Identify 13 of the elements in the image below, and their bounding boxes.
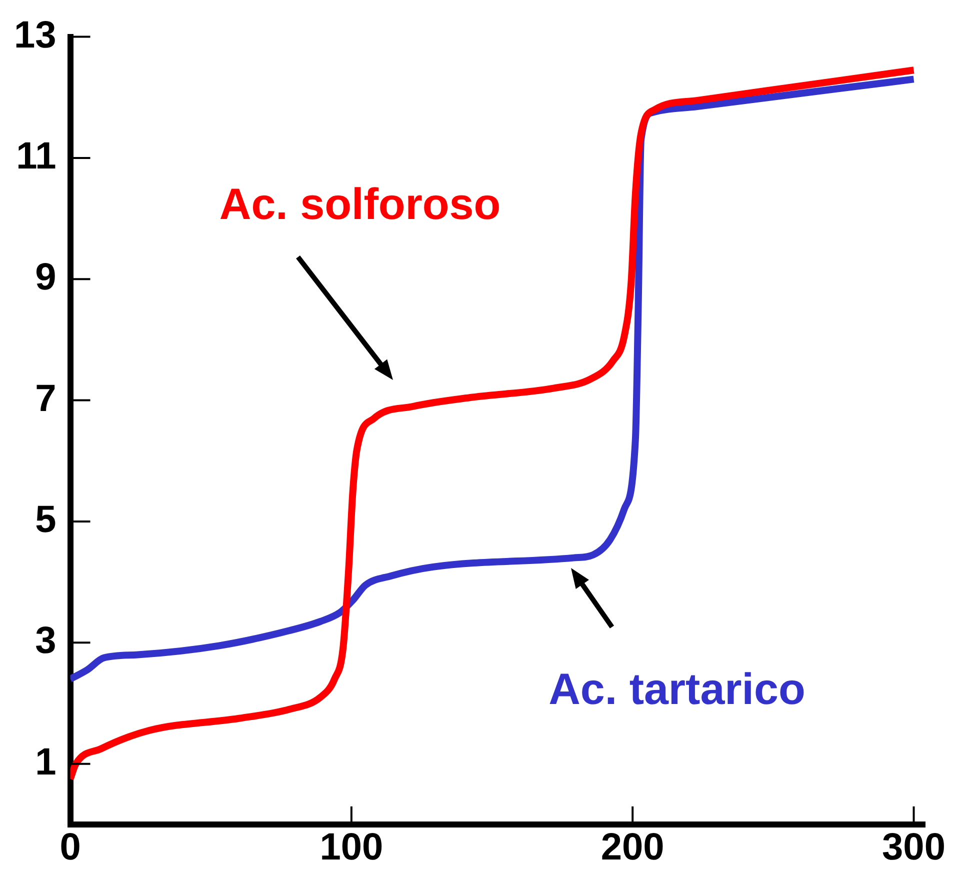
y-tick-label: 13 (14, 14, 56, 56)
text: Ac. tartarico (548, 665, 806, 715)
y-tick-label: 7 (35, 378, 56, 420)
x-tick-label: 0 (60, 826, 81, 869)
y-tick-label: 3 (35, 620, 56, 662)
text: Ac. solforoso (219, 180, 501, 230)
x-tick-label: 100 (320, 826, 384, 869)
x-tick-label: 200 (600, 826, 664, 869)
y-tick-label: 11 (16, 135, 56, 178)
y-tick-label: 5 (35, 498, 56, 541)
y-tick-label: 9 (35, 256, 56, 299)
y-tick-label: 1 (35, 741, 56, 784)
x-tick-label: 300 (882, 826, 946, 869)
